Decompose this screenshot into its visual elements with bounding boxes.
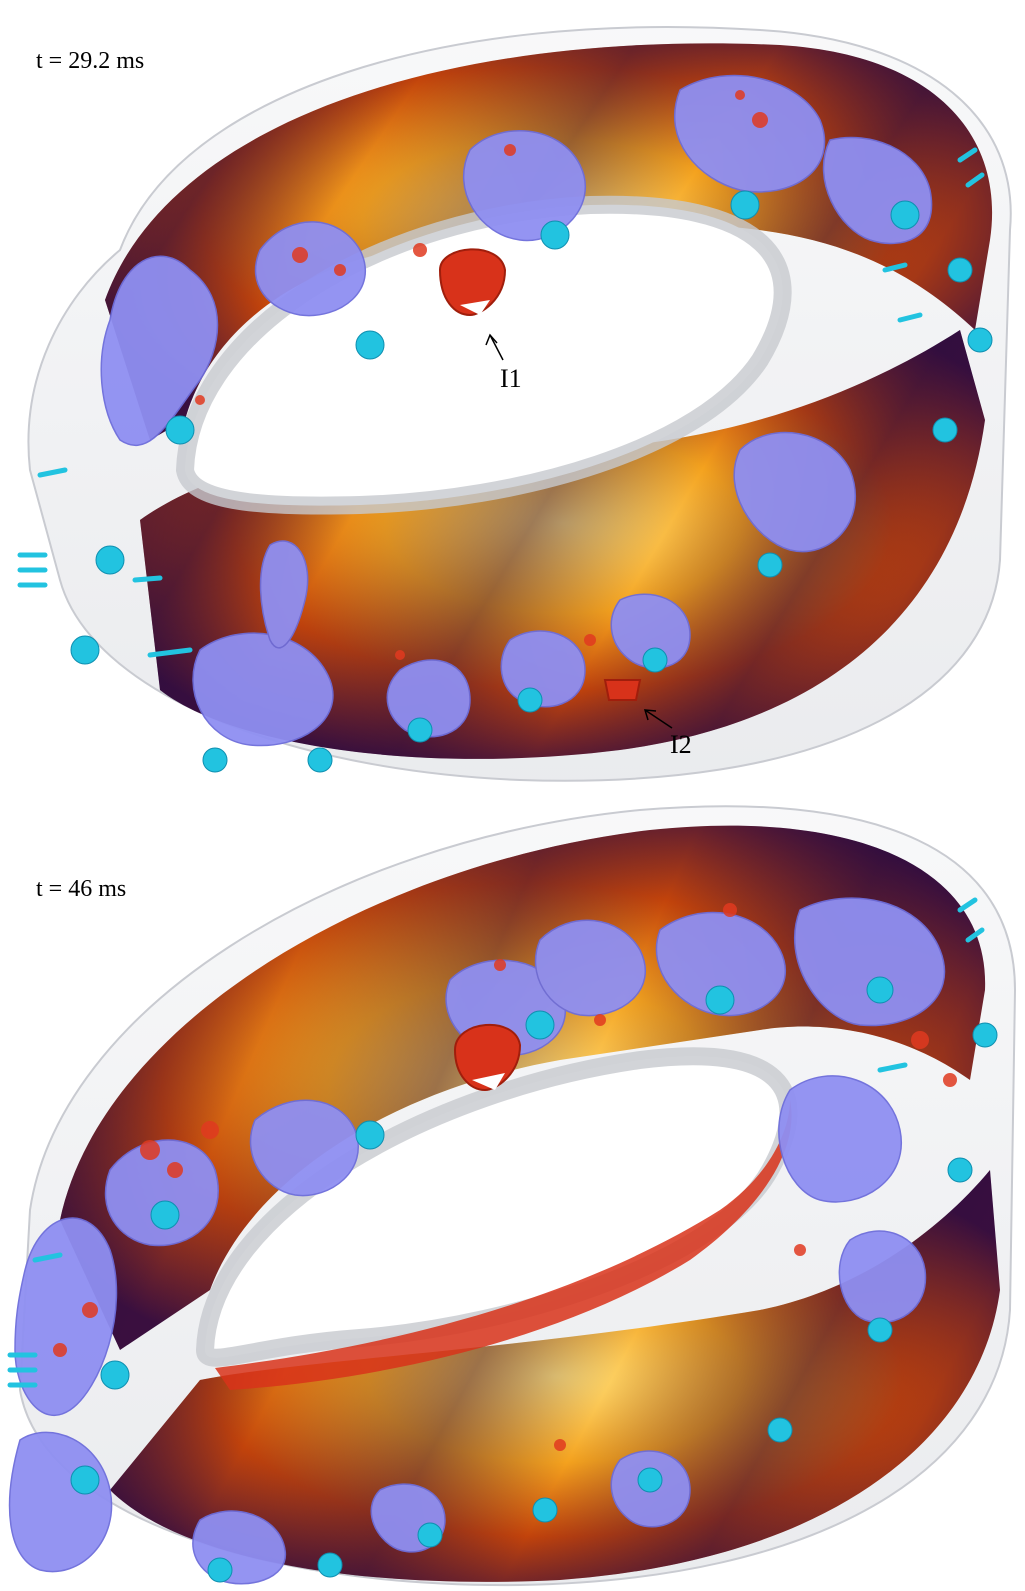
visualization-panel-bottom: t = 46 ms bbox=[0, 790, 1025, 1591]
ignition-kernel-i1 bbox=[438, 248, 507, 317]
annular-combustor-render-bottom bbox=[7, 805, 1017, 1587]
visualization-panel-top: t = 29.2 ms I1 I2 bbox=[0, 0, 1025, 790]
callout-arrows-top bbox=[485, 333, 673, 729]
time-label-bottom: t = 46 ms bbox=[36, 876, 127, 902]
callout-label-i2: I2 bbox=[670, 730, 692, 759]
ignition-kernel-cap bbox=[453, 1023, 522, 1092]
ignition-kernel-i2 bbox=[603, 679, 642, 701]
callout-label-i1: I1 bbox=[500, 364, 522, 393]
annular-combustor-render-top bbox=[17, 25, 1012, 782]
time-label-top: t = 29.2 ms bbox=[36, 48, 145, 74]
